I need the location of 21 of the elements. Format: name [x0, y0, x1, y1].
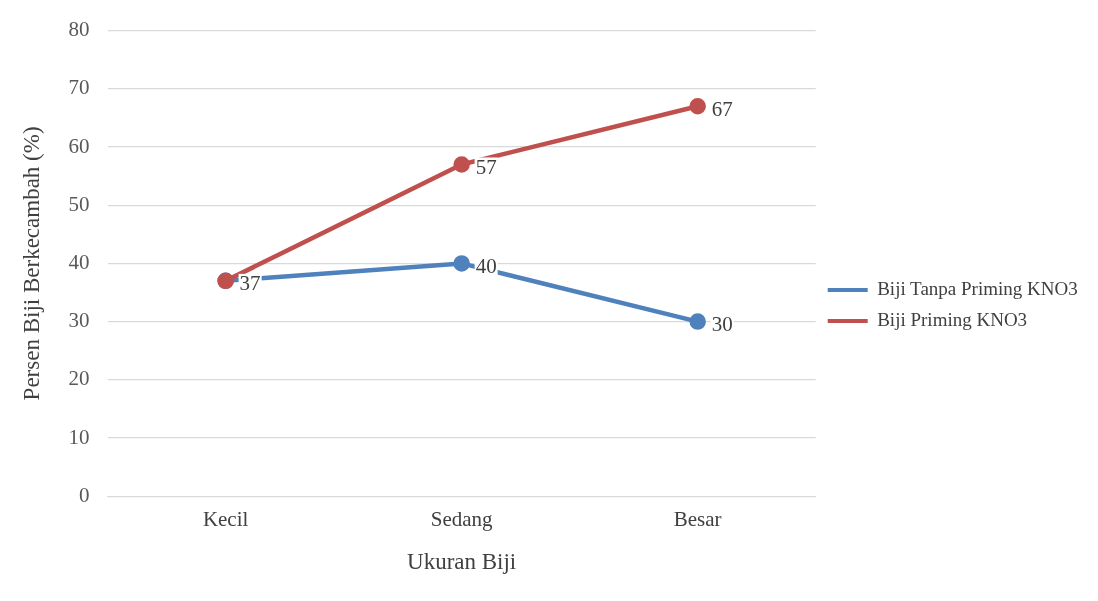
- y-tick-label: 10: [68, 424, 90, 449]
- x-tick-label: Sedang: [430, 507, 494, 532]
- y-tick-label: 40: [68, 249, 90, 274]
- x-axis-title: Ukuran Biji: [407, 549, 517, 575]
- y-tick-label: 0: [79, 482, 90, 507]
- y-tick-label: 20: [68, 366, 90, 391]
- legend-label: Biji Tanpa Priming KNO3: [877, 277, 1078, 299]
- data-label: 57: [475, 154, 497, 179]
- data-label: 37: [239, 271, 261, 296]
- data-label: 30: [711, 312, 733, 337]
- x-tick-label: Besar: [673, 507, 722, 532]
- y-tick-label: 60: [68, 133, 90, 158]
- data-label: 67: [711, 96, 733, 121]
- legend-label: Biji Priming KNO3: [877, 308, 1028, 330]
- data-label: 40: [475, 253, 497, 278]
- x-tick-label: Kecil: [202, 507, 249, 532]
- y-tick-label: 70: [68, 75, 90, 100]
- y-tick-label: 30: [68, 308, 90, 333]
- y-tick-label: 80: [68, 17, 90, 42]
- y-axis-title: Persen Biji Berkecambah (%): [18, 126, 44, 401]
- y-tick-label: 50: [68, 191, 90, 216]
